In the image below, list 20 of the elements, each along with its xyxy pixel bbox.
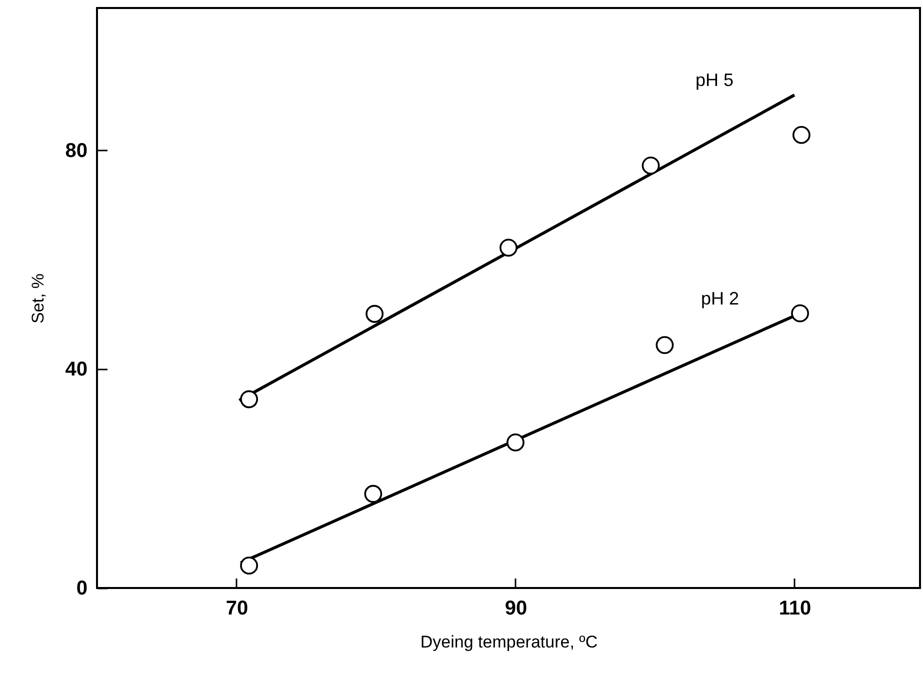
- series-label: pH 5: [695, 70, 734, 90]
- point: [656, 336, 674, 354]
- x-tick-label: 110: [778, 598, 812, 620]
- y-axis-title: Set, %: [28, 273, 48, 324]
- point: [642, 156, 660, 175]
- point: [791, 304, 809, 322]
- point: [240, 390, 258, 408]
- x-axis-title: Dyeing temperature, ºC: [420, 632, 598, 652]
- point: [366, 304, 384, 323]
- y-tick-label: 80: [65, 140, 88, 162]
- point: [500, 238, 518, 257]
- point: [506, 434, 524, 452]
- point: [364, 484, 382, 503]
- point: [792, 126, 810, 144]
- y-tick-label: 0: [76, 578, 88, 600]
- point: [240, 556, 258, 575]
- series-label: pH 2: [701, 288, 740, 308]
- x-tick-label: 90: [504, 598, 528, 620]
- x-tick-label: 70: [226, 598, 248, 620]
- y-tick-label: 40: [65, 358, 88, 381]
